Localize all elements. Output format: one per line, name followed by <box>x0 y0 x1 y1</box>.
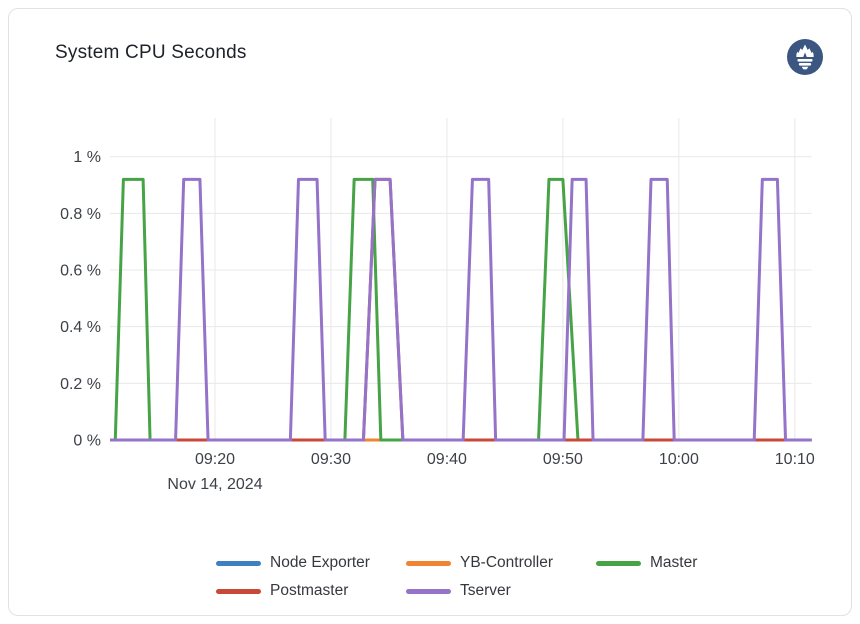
legend-label: Postmaster <box>270 582 349 599</box>
x-axis-date-label: Nov 14, 2024 <box>167 476 262 493</box>
node-exporter-swatch <box>216 560 261 566</box>
cpu-seconds-plot[interactable]: 0 % 0.2 % 0.4 % 0.6 % 0.8 % 1 % 09:20 09:30 09:4… <box>0 0 860 515</box>
master-swatch <box>596 560 641 566</box>
x-tick-label: 09:40 <box>427 451 467 468</box>
y-tick-label: 0.8 % <box>60 206 101 223</box>
x-tick-label: 09:30 <box>311 451 351 468</box>
legend-label: Master <box>650 554 698 571</box>
prometheus-icon <box>787 39 823 75</box>
legend-item-postmaster[interactable]: Postmaster <box>216 577 406 605</box>
chart-title: System CPU Seconds <box>55 42 247 63</box>
legend-item-yb-controller[interactable]: YB-Controller <box>406 549 596 577</box>
x-tick-label: 09:20 <box>195 451 235 468</box>
y-tick-label: 0.6 % <box>60 263 101 280</box>
y-tick-label: 0.4 % <box>60 319 101 336</box>
chart-legend: Node Exporter YB-Controller Master Postm… <box>216 549 796 605</box>
tserver-swatch <box>406 588 451 594</box>
y-tick-label: 1 % <box>73 149 101 166</box>
x-tick-label: 10:10 <box>775 451 815 468</box>
legend-item-tserver[interactable]: Tserver <box>406 577 596 605</box>
series-line-tserver[interactable] <box>110 177 812 442</box>
x-tick-label: 10:00 <box>659 451 699 468</box>
x-tick-label: 09:50 <box>543 451 583 468</box>
legend-label: Tserver <box>460 582 511 599</box>
legend-item-node-exporter[interactable]: Node Exporter <box>216 549 406 577</box>
legend-item-master[interactable]: Master <box>596 549 786 577</box>
postmaster-swatch <box>216 588 261 594</box>
y-tick-label: 0 % <box>73 433 101 450</box>
yb-controller-swatch <box>406 560 451 566</box>
series-line-master[interactable] <box>110 177 812 442</box>
legend-label: Node Exporter <box>270 554 370 571</box>
y-tick-label: 0.2 % <box>60 376 101 393</box>
legend-label: YB-Controller <box>460 554 554 571</box>
